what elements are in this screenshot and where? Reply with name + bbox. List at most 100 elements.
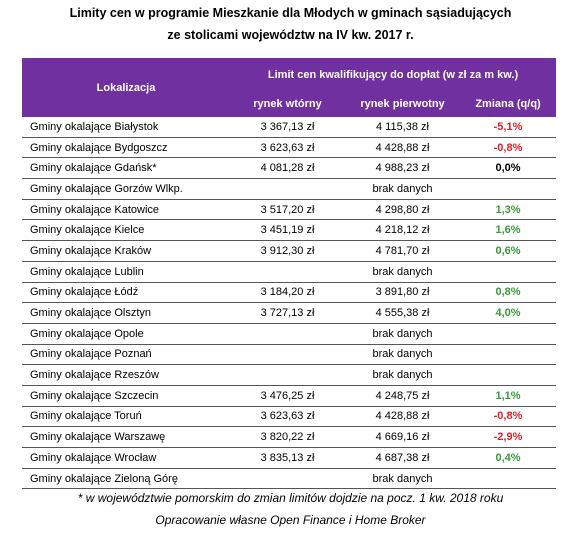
location: Gminy okalające Toruń (22, 406, 230, 428)
table-row: Gminy okalające Szczecin 3 476,25 zł 4 248… (22, 385, 557, 407)
location: Gminy okalające Gdańsk* (22, 157, 230, 180)
source: Opracowanie własne Open Finance i Home B… (155, 513, 426, 527)
change: -0,8% (460, 137, 557, 159)
empty-cell (460, 261, 557, 283)
primary-price: 4 669,16 zł (345, 426, 460, 448)
primary-price: 4 428,88 zł (345, 137, 460, 159)
change: 0,4% (460, 447, 557, 469)
no-data: brak danych (345, 364, 460, 386)
empty-cell (460, 178, 557, 200)
table-row: Gminy okalające Gdańsk* 4 081,28 zł 4 988,… (22, 157, 557, 180)
primary-price: 4 988,23 zł (345, 157, 460, 180)
location: Gminy okalające Lublin (22, 261, 230, 283)
location: Gminy okalające Rzeszów (22, 364, 230, 386)
title-line: ze stolicami województw na IV kw. 2017 r… (167, 28, 414, 42)
secondary-price: 3 517,20 zł (230, 199, 345, 221)
table-body: Gminy okalające Białystok 3 367,13 zł 4 11… (22, 117, 557, 490)
price-table: Lokalizacja Limit cen kwalifikujący do d… (22, 58, 557, 490)
table-row: Gminy okalające Kielce 3 451,19 zł 4 218,1… (22, 219, 557, 242)
primary-price: 4 781,70 zł (345, 240, 460, 262)
change: 1,1% (460, 385, 557, 407)
footnote: * w województwie pomorskim do zmian limi… (77, 491, 504, 505)
table-row: Gminy okalające Olsztyn 3 727,13 zł 4 555,… (22, 302, 557, 324)
location: Gminy okalające Kielce (22, 219, 230, 242)
secondary-price: 3 623,63 zł (230, 406, 345, 428)
change: 4,0% (460, 302, 557, 324)
no-data: brak danych (345, 344, 460, 366)
empty-cell (460, 468, 557, 490)
secondary-price: 3 451,19 zł (230, 219, 345, 242)
location: Gminy okalające Gorzów Wlkp. (22, 178, 230, 200)
header-group: Limit cen kwalifikujący do dopłat (w zł … (230, 58, 557, 91)
secondary-price: 3 820,22 zł (230, 426, 345, 448)
change: 1,3% (460, 199, 557, 221)
table-row: Gminy okalające Rzeszów brak danych (22, 364, 557, 386)
empty-cell (230, 344, 345, 366)
table-row: Gminy okalające Warszawę 3 820,22 zł 4 669… (22, 426, 557, 448)
change: 0,8% (460, 282, 557, 304)
table-row: Gminy okalające Białystok 3 367,13 zł 4 11… (22, 117, 557, 138)
location: Gminy okalające Białystok (22, 117, 230, 138)
no-data: brak danych (345, 468, 460, 490)
table-row: Gminy okalające Gorzów Wlkp. brak danych (22, 178, 557, 200)
table-row: Gminy okalające Kraków 3 912,30 zł 4 781,7… (22, 240, 557, 262)
header-primary: rynek pierwotny (345, 91, 460, 117)
header-change: Zmiana (q/q) (460, 91, 557, 117)
change: -2,9% (460, 426, 557, 448)
title-line: Limity cen w programie Mieszkanie dla Mł… (69, 6, 512, 20)
table-row: Gminy okalające Wrocław 3 835,13 zł 4 687,… (22, 447, 557, 469)
location: Gminy okalające Poznań (22, 344, 230, 366)
no-data: brak danych (345, 178, 460, 200)
location: Gminy okalające Kraków (22, 240, 230, 262)
secondary-price: 3 912,30 zł (230, 240, 345, 262)
secondary-price: 3 367,13 zł (230, 117, 345, 138)
table-row: Gminy okalające Toruń 3 623,63 zł 4 428,88… (22, 406, 557, 428)
primary-price: 4 555,38 zł (345, 302, 460, 324)
primary-price: 4 687,38 zł (345, 447, 460, 469)
empty-cell (230, 468, 345, 490)
location: Gminy okalające Bydgoszcz (22, 137, 230, 159)
location: Gminy okalające Łódź (22, 282, 230, 304)
change: 0,6% (460, 240, 557, 262)
primary-price: 4 218,12 zł (345, 219, 460, 242)
primary-price: 3 891,80 zł (345, 282, 460, 304)
empty-cell (230, 178, 345, 200)
table-row: Gminy okalające Lublin brak danych (22, 261, 557, 283)
change: 1,6% (460, 219, 557, 242)
secondary-price: 3 623,63 zł (230, 137, 345, 159)
primary-price: 4 248,75 zł (345, 385, 460, 407)
change: -5,1% (460, 117, 557, 138)
empty-cell (230, 261, 345, 283)
primary-price: 4 115,38 zł (345, 117, 460, 138)
location: Gminy okalające Opole (22, 323, 230, 345)
secondary-price: 3 476,25 zł (230, 385, 345, 407)
change: -0,8% (460, 406, 557, 428)
location: Gminy okalające Zieloną Górę (22, 468, 230, 490)
table-row: Gminy okalające Poznań brak danych (22, 344, 557, 366)
location: Gminy okalające Olsztyn (22, 302, 230, 324)
empty-cell (460, 364, 557, 386)
no-data: brak danych (345, 261, 460, 283)
no-data: brak danych (345, 323, 460, 345)
empty-cell (460, 344, 557, 366)
table-row: Gminy okalające Opole brak danych (22, 323, 557, 345)
primary-price: 4 428,88 zł (345, 406, 460, 428)
header-secondary: rynek wtórny (230, 91, 345, 117)
secondary-price: 3 184,20 zł (230, 282, 345, 304)
location: Gminy okalające Wrocław (22, 447, 230, 469)
change: 0,0% (460, 157, 557, 180)
table-row: Gminy okalające Katowice 3 517,20 zł 4 298… (22, 199, 557, 221)
empty-cell (230, 364, 345, 386)
table-row: Gminy okalające Zieloną Górę brak danych (22, 468, 557, 490)
location: Gminy okalające Warszawę (22, 426, 230, 448)
table-row: Gminy okalające Łódź 3 184,20 zł 3 891,80 … (22, 282, 557, 304)
secondary-price: 3 835,13 zł (230, 447, 345, 469)
secondary-price: 4 081,28 zł (230, 157, 345, 180)
header-location: Lokalizacja (22, 58, 230, 117)
secondary-price: 3 727,13 zł (230, 302, 345, 324)
location: Gminy okalające Katowice (22, 199, 230, 221)
primary-price: 4 298,80 zł (345, 199, 460, 221)
empty-cell (460, 323, 557, 345)
table-row: Gminy okalające Bydgoszcz 3 623,63 zł 4 42… (22, 137, 557, 159)
